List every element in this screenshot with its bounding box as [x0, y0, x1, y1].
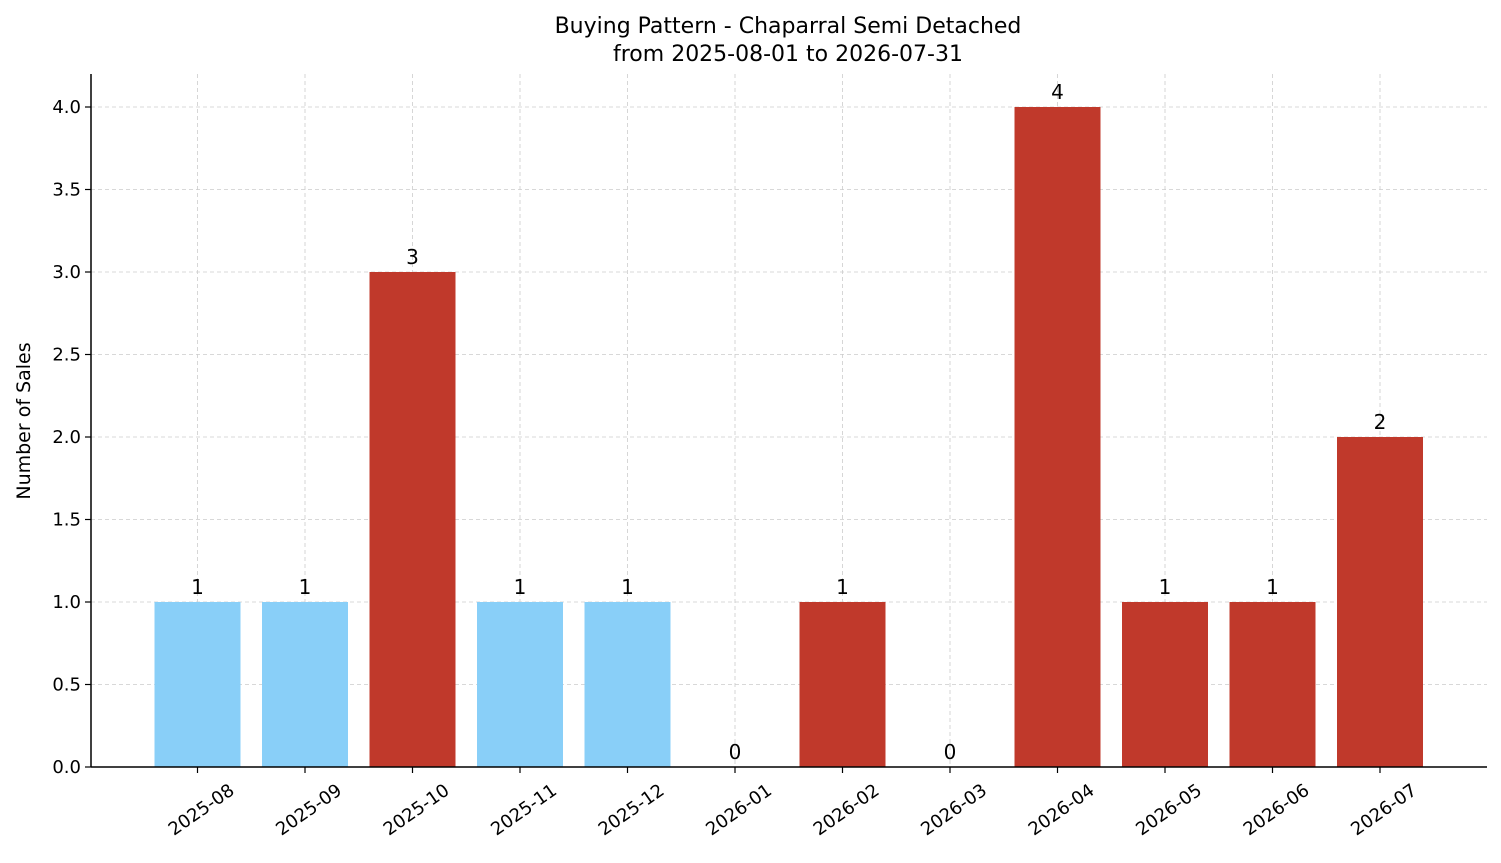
y-axis-label: Number of Sales [13, 342, 35, 499]
x-tick-label: 2026-06 [1240, 780, 1314, 840]
value-labels: 1 1 3 1 1 0 1 0 4 1 1 2 [191, 80, 1386, 764]
x-tick-label: 2025-08 [165, 780, 239, 840]
x-tick-label: 2026-07 [1347, 780, 1421, 840]
bar-2025-08 [154, 602, 241, 767]
x-tick-label: 2026-01 [702, 780, 776, 840]
x-tick-label: 2025-12 [595, 780, 669, 840]
y-tick-label: 1.5 [52, 510, 81, 531]
bar-value-label: 1 [191, 575, 204, 599]
y-tick-label: 2.5 [52, 345, 81, 366]
bar-2025-10 [369, 272, 456, 767]
x-tick-label: 2026-03 [917, 780, 991, 840]
bar-2025-09 [262, 602, 348, 767]
y-tick-label: 3.0 [52, 262, 81, 283]
chart-subtitle: from 2025-08-01 to 2026-07-31 [613, 42, 963, 67]
x-tick-label: 2026-02 [810, 780, 884, 840]
bar-value-label: 4 [1051, 80, 1064, 104]
bar-2025-11 [477, 602, 563, 767]
x-axis-ticks: 2025-08 2025-09 2025-10 2025-11 2025-12 2026-… [165, 767, 1421, 840]
bar-value-label: 2 [1374, 410, 1387, 434]
x-tick-label: 2025-10 [380, 780, 454, 840]
y-tick-label: 2.0 [52, 427, 81, 448]
bar-value-label: 0 [729, 740, 742, 764]
bar-value-label: 3 [406, 245, 419, 269]
y-tick-label: 4.0 [52, 97, 81, 118]
y-tick-label: 1.0 [52, 592, 81, 613]
bar-2025-12 [584, 602, 671, 767]
bar-value-label: 1 [299, 575, 312, 599]
y-tick-label: 0.5 [52, 675, 81, 696]
bar-2026-05 [1122, 602, 1208, 767]
x-tick-label: 2026-05 [1132, 780, 1206, 840]
bar-value-label: 1 [836, 575, 849, 599]
bar-2026-02 [799, 602, 886, 767]
bar-2026-07 [1337, 437, 1423, 767]
y-tick-label: 0.0 [52, 757, 81, 778]
bar-value-label: 1 [514, 575, 527, 599]
bars [154, 107, 1423, 767]
x-tick-label: 2025-09 [272, 780, 346, 840]
bar-value-label: 1 [621, 575, 634, 599]
y-tick-label: 3.5 [52, 180, 81, 201]
y-axis-ticks: 0.0 0.5 1.0 1.5 2.0 2.5 3.0 3.5 4.0 [52, 97, 91, 778]
bar-value-label: 0 [944, 740, 957, 764]
bar-2026-04 [1014, 107, 1101, 767]
chart-title: Buying Pattern - Chaparral Semi Detached [555, 14, 1022, 39]
x-tick-label: 2025-11 [487, 780, 561, 840]
x-tick-label: 2026-04 [1025, 780, 1099, 840]
bar-value-label: 1 [1159, 575, 1172, 599]
bar-value-label: 1 [1266, 575, 1279, 599]
bar-2026-06 [1229, 602, 1316, 767]
